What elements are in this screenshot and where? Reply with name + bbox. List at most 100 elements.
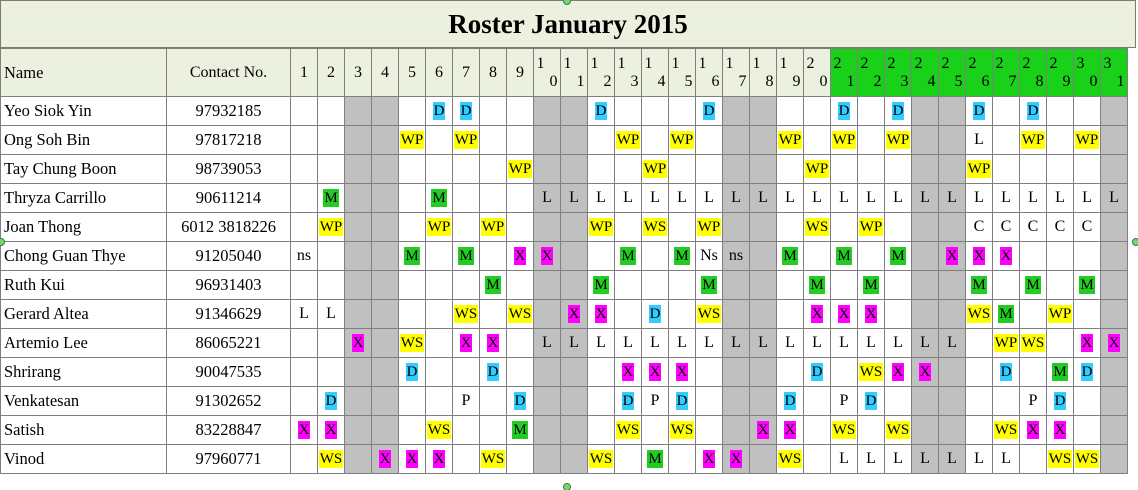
shift-cell[interactable]: L xyxy=(992,444,1020,474)
shift-cell[interactable] xyxy=(317,270,345,300)
shift-cell[interactable]: X xyxy=(776,415,804,445)
shift-cell[interactable]: X xyxy=(533,241,561,271)
shift-cell[interactable] xyxy=(614,96,642,126)
shift-cell[interactable]: WS xyxy=(776,444,804,474)
shift-cell[interactable]: WP xyxy=(1019,125,1047,155)
shift-cell[interactable]: L xyxy=(695,328,723,358)
shift-cell[interactable]: WP xyxy=(695,212,723,242)
shift-cell[interactable] xyxy=(344,386,372,416)
shift-cell[interactable] xyxy=(722,125,750,155)
shift-cell[interactable]: WS xyxy=(317,444,345,474)
shift-cell[interactable]: D xyxy=(695,96,723,126)
shift-cell[interactable]: L xyxy=(884,328,912,358)
shift-cell[interactable]: L xyxy=(641,183,669,213)
shift-cell[interactable]: L xyxy=(857,328,885,358)
shift-cell[interactable] xyxy=(425,125,453,155)
shift-cell[interactable] xyxy=(749,386,777,416)
shift-cell[interactable]: WS xyxy=(398,328,426,358)
shift-cell[interactable] xyxy=(668,154,696,184)
shift-cell[interactable] xyxy=(344,270,372,300)
shift-cell[interactable] xyxy=(776,357,804,387)
shift-cell[interactable] xyxy=(317,357,345,387)
shift-cell[interactable]: X xyxy=(695,444,723,474)
shift-cell[interactable]: WP xyxy=(776,125,804,155)
shift-cell[interactable]: X xyxy=(722,444,750,474)
shift-cell[interactable]: ns xyxy=(722,241,750,271)
shift-cell[interactable] xyxy=(695,357,723,387)
shift-cell[interactable] xyxy=(371,183,399,213)
shift-cell[interactable]: D xyxy=(1046,386,1074,416)
shift-cell[interactable]: WS xyxy=(830,415,858,445)
shift-cell[interactable]: L xyxy=(749,183,777,213)
shift-cell[interactable] xyxy=(1073,154,1101,184)
shift-cell[interactable] xyxy=(560,154,588,184)
shift-cell[interactable]: D xyxy=(830,96,858,126)
shift-cell[interactable]: L xyxy=(938,444,966,474)
employee-name[interactable]: Joan Thong xyxy=(0,212,167,242)
shift-cell[interactable] xyxy=(479,183,507,213)
shift-cell[interactable]: L xyxy=(911,328,939,358)
shift-cell[interactable] xyxy=(722,299,750,329)
shift-cell[interactable] xyxy=(749,299,777,329)
shift-cell[interactable]: M xyxy=(830,241,858,271)
shift-cell[interactable] xyxy=(695,125,723,155)
shift-cell[interactable]: WS xyxy=(695,299,723,329)
shift-cell[interactable] xyxy=(560,386,588,416)
shift-cell[interactable] xyxy=(830,212,858,242)
shift-cell[interactable]: M xyxy=(479,270,507,300)
shift-cell[interactable] xyxy=(911,96,939,126)
shift-cell[interactable] xyxy=(938,96,966,126)
shift-cell[interactable] xyxy=(560,241,588,271)
shift-cell[interactable]: WS xyxy=(668,415,696,445)
shift-cell[interactable]: X xyxy=(587,299,615,329)
shift-cell[interactable]: X xyxy=(830,299,858,329)
shift-cell[interactable] xyxy=(425,270,453,300)
shift-cell[interactable]: L xyxy=(641,328,669,358)
shift-cell[interactable] xyxy=(938,299,966,329)
contact-number[interactable]: 91205040 xyxy=(166,241,291,271)
shift-cell[interactable]: L xyxy=(560,183,588,213)
shift-cell[interactable] xyxy=(344,415,372,445)
shift-cell[interactable]: L xyxy=(803,328,831,358)
shift-cell[interactable] xyxy=(1046,96,1074,126)
shift-cell[interactable]: WS xyxy=(479,444,507,474)
selection-handle[interactable] xyxy=(563,483,571,490)
shift-cell[interactable]: WP xyxy=(587,212,615,242)
shift-cell[interactable]: L xyxy=(830,183,858,213)
shift-cell[interactable]: P xyxy=(830,386,858,416)
employee-name[interactable]: Artemio Lee xyxy=(0,328,167,358)
shift-cell[interactable] xyxy=(668,444,696,474)
shift-cell[interactable] xyxy=(614,212,642,242)
shift-cell[interactable]: WS xyxy=(884,415,912,445)
shift-cell[interactable] xyxy=(587,386,615,416)
shift-cell[interactable] xyxy=(398,212,426,242)
shift-cell[interactable]: M xyxy=(317,183,345,213)
shift-cell[interactable] xyxy=(533,270,561,300)
shift-cell[interactable] xyxy=(695,386,723,416)
column-header-contact[interactable]: Contact No. xyxy=(166,48,291,97)
shift-cell[interactable]: L xyxy=(830,444,858,474)
shift-cell[interactable] xyxy=(344,183,372,213)
shift-cell[interactable] xyxy=(344,299,372,329)
shift-cell[interactable] xyxy=(506,328,534,358)
shift-cell[interactable] xyxy=(1073,415,1101,445)
shift-cell[interactable]: X xyxy=(344,328,372,358)
shift-cell[interactable]: L xyxy=(1019,183,1047,213)
shift-cell[interactable]: L xyxy=(965,183,993,213)
shift-cell[interactable] xyxy=(560,415,588,445)
shift-cell[interactable]: D xyxy=(776,386,804,416)
shift-cell[interactable] xyxy=(371,386,399,416)
shift-cell[interactable] xyxy=(290,96,318,126)
shift-cell[interactable] xyxy=(452,415,480,445)
column-header-name[interactable]: Name xyxy=(0,48,167,97)
shift-cell[interactable]: L xyxy=(911,444,939,474)
shift-cell[interactable] xyxy=(506,183,534,213)
shift-cell[interactable]: M xyxy=(695,270,723,300)
shift-cell[interactable]: D xyxy=(803,357,831,387)
selection-handle[interactable] xyxy=(563,0,571,5)
shift-cell[interactable] xyxy=(506,212,534,242)
